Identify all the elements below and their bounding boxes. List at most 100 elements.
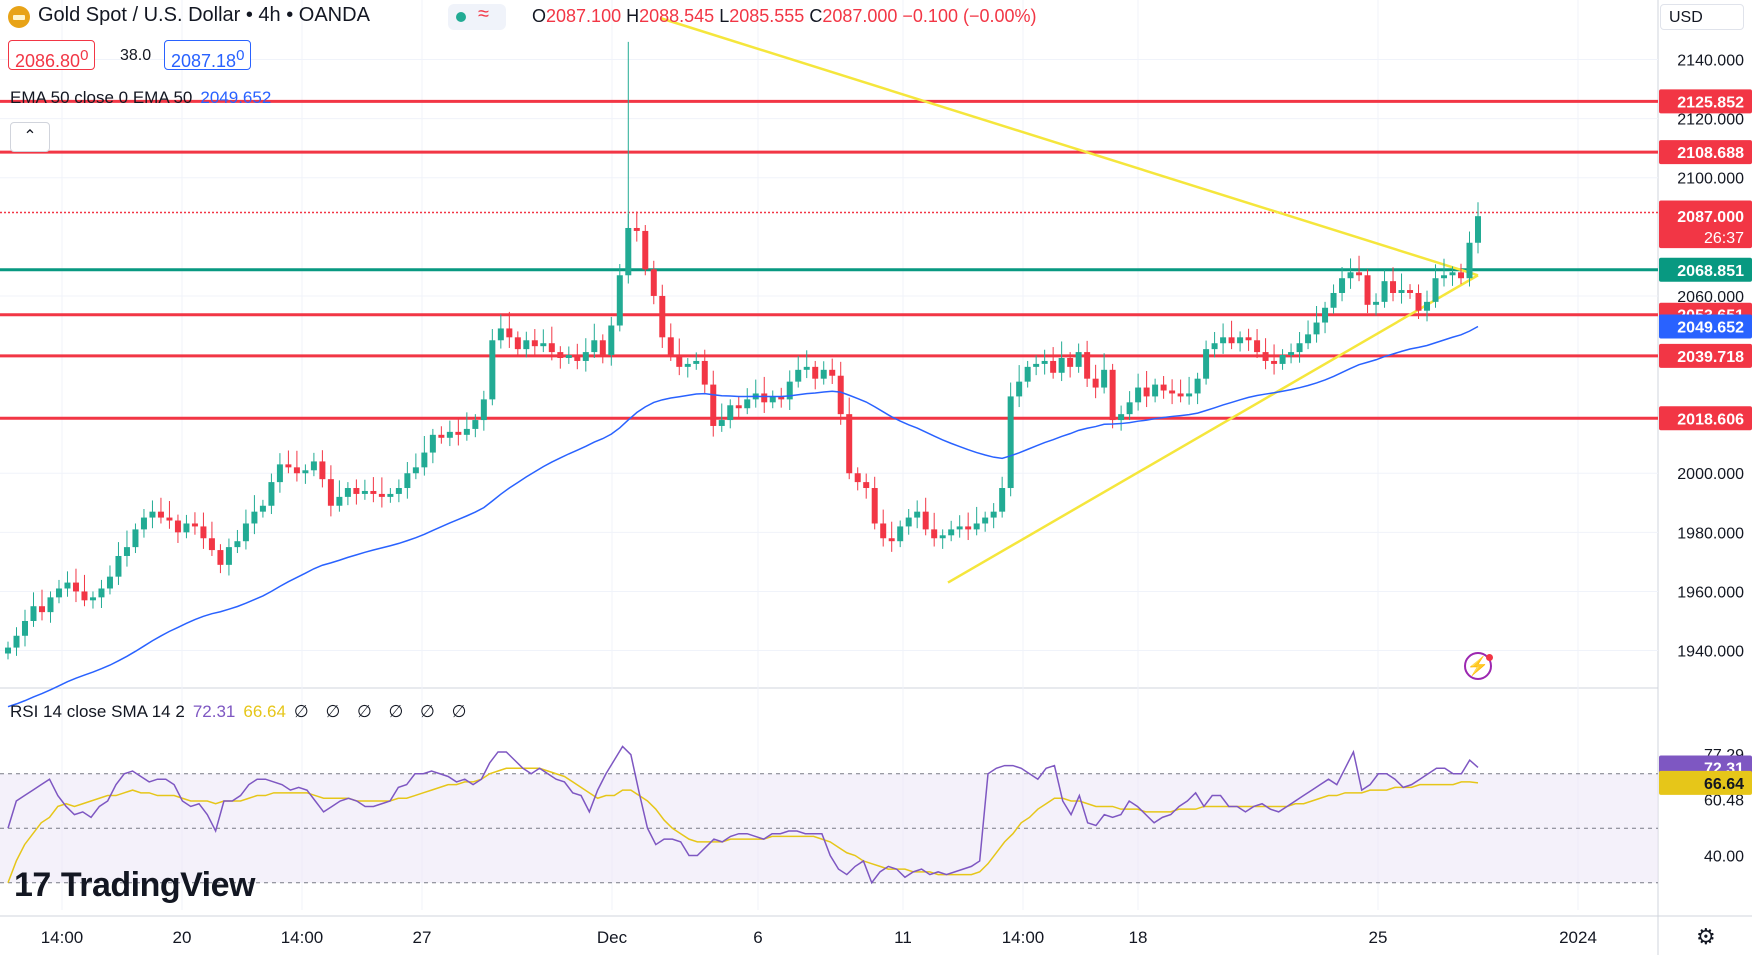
currency-selector[interactable]: USD [1660,4,1744,30]
candle-body [523,340,530,350]
rsi-badge-label: 66.64 [1704,776,1744,793]
level-badge-label: 2125.852 [1677,94,1744,111]
ohlc-readout: O2087.100 H2088.545 L2085.555 C2087.000 … [532,6,1037,26]
candle-body [982,517,989,524]
candle-body [259,505,266,512]
price-badge-label: 2087.000 [1677,209,1744,226]
candle-body [157,511,164,518]
rsi-legend[interactable]: RSI 14 close SMA 14 2 72.31 66.64 ∅ ∅ ∅ ∅ ∅… [10,702,473,721]
level-badge-label: 2108.688 [1677,145,1744,162]
time-tick-label: 20 [173,928,192,947]
candle-body [1254,340,1261,353]
time-tick-label: 2024 [1559,928,1597,947]
candle-body [786,381,793,400]
settings-icon[interactable]: ⚙ [1696,924,1716,949]
close-value: 2087.000 [822,6,898,26]
candle-body [684,363,691,367]
candle-body [1228,337,1235,344]
candle-body [166,517,173,521]
time-tick-label: 25 [1369,928,1388,947]
candle-body [616,275,623,326]
candle-body [735,405,742,409]
candle-body [761,393,768,403]
candle-body [13,635,20,648]
candle-body [1024,366,1031,382]
candle-body [123,547,130,556]
candle-body [1398,290,1405,293]
buy-button[interactable]: 2087.180 [164,40,252,71]
candle-body [208,538,215,551]
price-axis: 2140.000 2120.000 2100.000 2060.000 2000.000… [1659,53,1752,866]
candle-body [480,399,487,421]
candle-body [608,325,615,356]
candle-body [81,591,88,601]
candle-body [914,511,921,518]
candle-body [1084,352,1091,379]
candle-body [302,470,309,474]
time-tick-label: 18 [1129,928,1148,947]
rsi-line [7,745,1479,885]
candle-body [115,555,122,577]
ema-legend[interactable]: EMA 50 close 0 EMA 50 2049.652 [10,88,272,107]
candle-body [676,355,683,367]
candle-body [395,488,402,494]
price-tick-label: 2140.000 [1677,53,1744,70]
candle-body [948,529,955,536]
candle-body [905,517,912,527]
change-value: −0.100 (−0.00%) [902,6,1037,26]
candle-body [1271,360,1278,364]
candle-body [922,511,929,530]
rsi-pane [0,745,1658,885]
price-badge [1659,204,1752,249]
symbol-title[interactable]: Gold Spot / U.S. Dollar • 4h • OANDA [38,4,370,26]
candle-body [803,366,810,370]
ema-value: 2049.652 [200,88,272,107]
candle-body [1347,272,1354,279]
candle-body [1186,393,1193,397]
candle-body [769,396,776,403]
time-tick-label: 14:00 [1002,928,1045,947]
candle-body [89,597,96,601]
sell-button[interactable]: 2086.800 [8,40,96,71]
candle-body [327,479,334,506]
gold-symbol-icon [8,6,30,28]
candle-body [183,523,190,533]
candle-body [599,340,606,356]
candle-body [939,535,946,539]
candle-body [1016,381,1023,397]
flash-icon[interactable]: ⚡ [1464,652,1492,680]
candle-body [463,428,470,435]
candle-body [1041,360,1048,364]
candle-body [846,414,853,474]
time-tick-label: Dec [597,928,628,947]
price-tick-label: 2100.000 [1677,171,1744,188]
candle-body [1160,384,1167,391]
candle-body [1203,349,1210,379]
candle-body [1364,275,1371,305]
candle-body [404,473,411,489]
candle-body [1475,216,1481,243]
price-tick-label: 1980.000 [1677,525,1744,542]
candle-body [548,343,555,353]
candle-body [625,227,632,276]
candle-body [38,606,45,613]
collapse-legend-button[interactable]: ⌃ [10,122,50,152]
candle-body [5,647,11,654]
time-tick-label: 27 [413,928,432,947]
candle-body [582,352,589,361]
candle-body [30,606,37,621]
candle-body [98,588,105,598]
candle-body [557,352,564,358]
candle-body [1458,272,1465,279]
candle-body [1432,278,1439,302]
candle-body [710,384,717,426]
candle-body [1466,242,1473,279]
price-tick-label: 2000.000 [1677,466,1744,483]
candle-body [999,488,1006,512]
candle-body [336,496,343,506]
rsi-band-fill [0,773,1658,883]
candle-body [1305,334,1312,344]
rsi-badge [1659,770,1752,795]
candle-body [565,355,572,358]
